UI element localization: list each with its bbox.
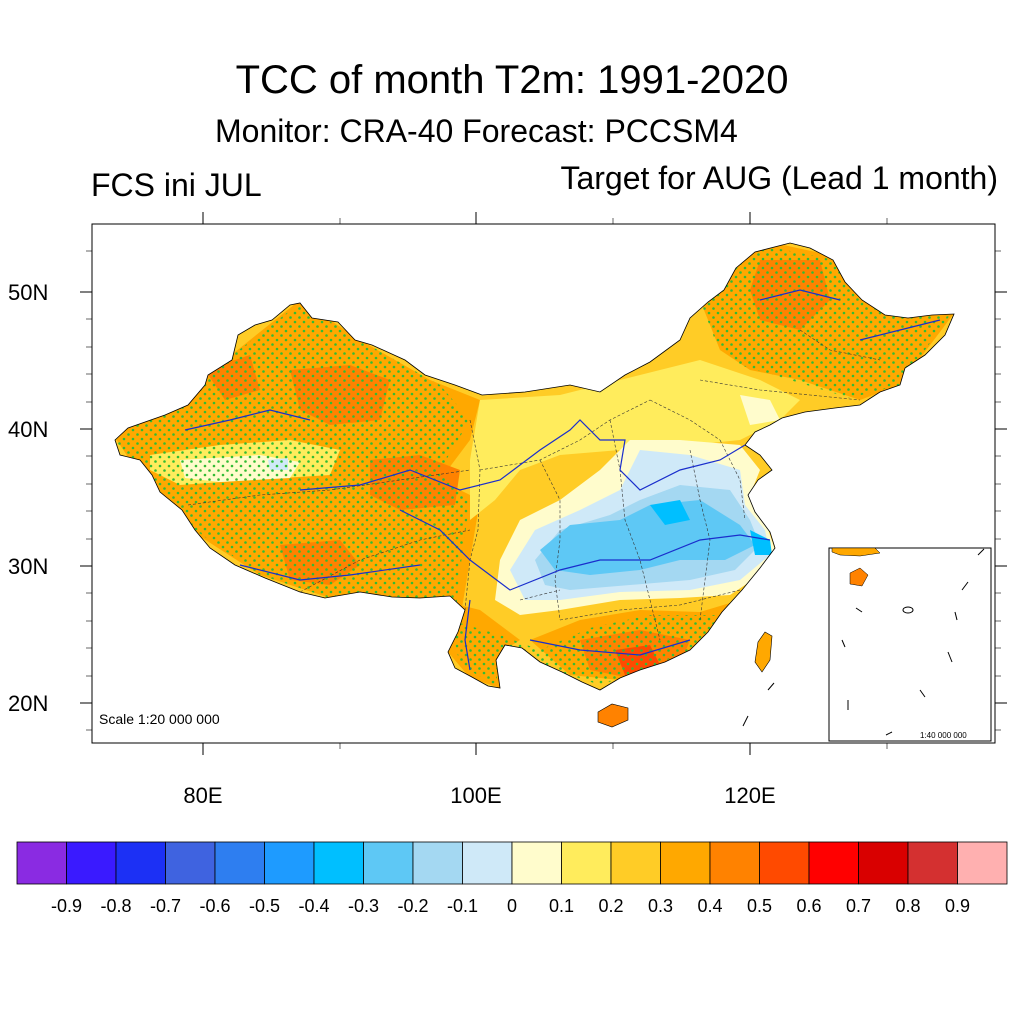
colorbar-label: 0.4 <box>697 896 723 916</box>
taiwan-island <box>754 631 773 673</box>
colorbar-box <box>264 841 315 885</box>
colorbar-box <box>957 841 1008 885</box>
colorbar-label: -0.5 <box>248 896 281 916</box>
lon-label-80e: 80E <box>183 783 223 808</box>
subtitle: Monitor: CRA-40 Forecast: PCCSM4 <box>215 113 738 149</box>
colorbar-label: 0.7 <box>845 896 872 916</box>
scale-label-main: Scale 1:20 000 000 <box>99 711 220 727</box>
colorbar-label: 0 <box>506 896 517 916</box>
colorbar-label: -0.6 <box>199 896 231 916</box>
left-string: FCS ini JUL <box>91 167 262 203</box>
colorbar-box <box>462 841 513 885</box>
colorbar-box <box>561 841 612 885</box>
axis-ticks <box>80 212 1007 755</box>
lat-label-50n: 50N <box>8 280 49 305</box>
colorbar-label: -0.3 <box>347 896 380 916</box>
colorbar-label: 0.8 <box>895 896 921 916</box>
colorbar-box <box>313 841 364 885</box>
lat-label-40n: 40N <box>8 417 49 442</box>
colorbar-box <box>858 841 909 885</box>
colorbar-box <box>511 841 562 885</box>
colorbar-box <box>115 841 166 885</box>
colorbar-label: 0.2 <box>598 896 624 916</box>
colorbar-label: -0.1 <box>446 896 479 916</box>
hainan-island <box>597 703 629 728</box>
colorbar-box <box>907 841 958 885</box>
lat-label-30n: 30N <box>8 554 49 579</box>
colorbar-box <box>808 841 859 885</box>
colorbar-box <box>660 841 711 885</box>
colorbar <box>16 841 1008 885</box>
colorbar-box <box>16 841 67 885</box>
rivers <box>184 289 941 671</box>
sea-boundary-dashes <box>742 682 775 727</box>
inset-map <box>828 547 992 742</box>
colorbar-label: -0.2 <box>397 896 429 916</box>
colorbar-box <box>165 841 216 885</box>
minor-ticks <box>86 218 1001 749</box>
colorbar-label: 0.5 <box>746 896 773 916</box>
colorbar-label: -0.8 <box>100 896 132 916</box>
colorbar-box <box>610 841 661 885</box>
colorbar-label: -0.7 <box>149 896 182 916</box>
colorbar-label: -0.9 <box>50 896 83 916</box>
right-string: Target for AUG (Lead 1 month) <box>560 160 998 196</box>
lon-label-120e: 120E <box>724 783 776 808</box>
colorbar-box <box>759 841 810 885</box>
scale-label-inset: 1:40 000 000 <box>920 731 967 740</box>
colorbar-box <box>363 841 414 885</box>
colorbar-label: 0.9 <box>944 896 971 916</box>
colorbar-box <box>214 841 265 885</box>
colorbar-label: 0.6 <box>796 896 822 916</box>
colorbar-box <box>66 841 117 885</box>
colorbar-box <box>709 841 760 885</box>
colorbar-box <box>412 841 463 885</box>
colorbar-label: -0.4 <box>298 896 330 916</box>
colorbar-label: 0.1 <box>548 896 575 916</box>
lat-label-20n: 20N <box>8 691 49 716</box>
page-title: TCC of month T2m: 1991-2020 <box>235 58 789 102</box>
colorbar-label: 0.3 <box>647 896 674 916</box>
lon-label-100e: 100E <box>450 783 502 808</box>
